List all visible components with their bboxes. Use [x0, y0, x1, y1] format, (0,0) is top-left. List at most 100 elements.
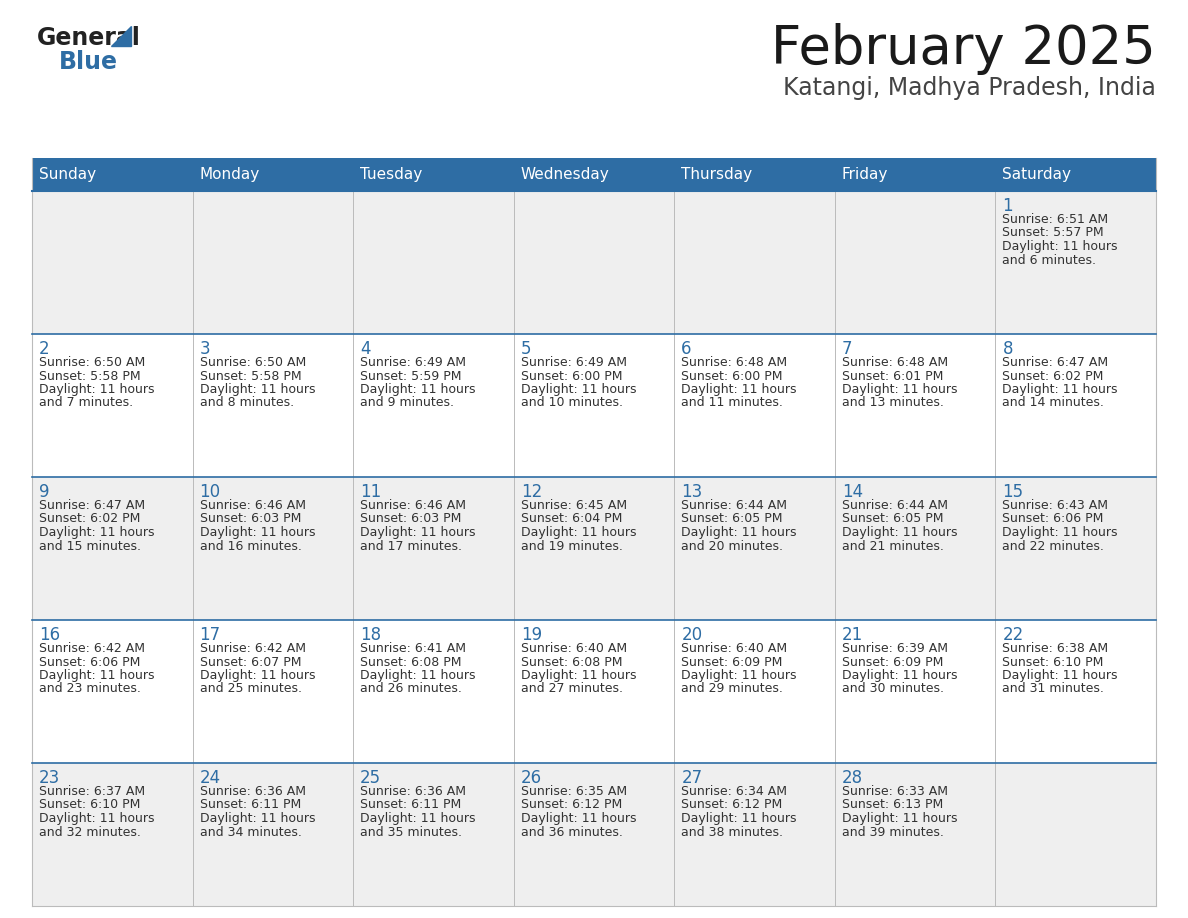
Text: Sunrise: 6:42 AM: Sunrise: 6:42 AM	[39, 642, 145, 655]
Text: Daylight: 11 hours: Daylight: 11 hours	[200, 526, 315, 539]
Text: and 6 minutes.: and 6 minutes.	[1003, 253, 1097, 266]
Text: Sunrise: 6:46 AM: Sunrise: 6:46 AM	[200, 499, 305, 512]
Text: Sunset: 5:57 PM: Sunset: 5:57 PM	[1003, 227, 1104, 240]
Text: Sunset: 6:03 PM: Sunset: 6:03 PM	[360, 512, 461, 525]
Text: 8: 8	[1003, 340, 1013, 358]
Text: Daylight: 11 hours: Daylight: 11 hours	[360, 383, 475, 396]
Text: and 20 minutes.: and 20 minutes.	[681, 540, 783, 553]
Text: Daylight: 11 hours: Daylight: 11 hours	[842, 526, 958, 539]
Text: 14: 14	[842, 483, 862, 501]
Text: Daylight: 11 hours: Daylight: 11 hours	[681, 669, 797, 682]
Text: and 21 minutes.: and 21 minutes.	[842, 540, 943, 553]
Text: Sunrise: 6:50 AM: Sunrise: 6:50 AM	[200, 356, 305, 369]
Text: Daylight: 11 hours: Daylight: 11 hours	[39, 526, 154, 539]
Text: Daylight: 11 hours: Daylight: 11 hours	[520, 526, 637, 539]
Text: Sunrise: 6:42 AM: Sunrise: 6:42 AM	[200, 642, 305, 655]
Text: Sunrise: 6:35 AM: Sunrise: 6:35 AM	[520, 785, 627, 798]
Text: and 8 minutes.: and 8 minutes.	[200, 397, 293, 409]
Text: Sunrise: 6:39 AM: Sunrise: 6:39 AM	[842, 642, 948, 655]
Text: Sunset: 6:09 PM: Sunset: 6:09 PM	[842, 655, 943, 668]
Text: Daylight: 11 hours: Daylight: 11 hours	[39, 383, 154, 396]
Text: Sunrise: 6:40 AM: Sunrise: 6:40 AM	[520, 642, 627, 655]
Text: Sunset: 6:04 PM: Sunset: 6:04 PM	[520, 512, 623, 525]
Text: Sunrise: 6:38 AM: Sunrise: 6:38 AM	[1003, 642, 1108, 655]
Text: Daylight: 11 hours: Daylight: 11 hours	[1003, 240, 1118, 253]
Text: Sunset: 5:58 PM: Sunset: 5:58 PM	[200, 370, 302, 383]
Text: 1: 1	[1003, 197, 1013, 215]
Text: and 19 minutes.: and 19 minutes.	[520, 540, 623, 553]
Text: Sunrise: 6:37 AM: Sunrise: 6:37 AM	[39, 785, 145, 798]
Text: Sunset: 6:08 PM: Sunset: 6:08 PM	[360, 655, 462, 668]
Text: and 22 minutes.: and 22 minutes.	[1003, 540, 1105, 553]
Text: Sunrise: 6:48 AM: Sunrise: 6:48 AM	[681, 356, 788, 369]
Bar	[32, 158, 192, 191]
Text: Sunrise: 6:44 AM: Sunrise: 6:44 AM	[842, 499, 948, 512]
Text: Daylight: 11 hours: Daylight: 11 hours	[842, 812, 958, 825]
Bar	[192, 158, 353, 191]
Text: 9: 9	[39, 483, 50, 501]
Text: Daylight: 11 hours: Daylight: 11 hours	[681, 526, 797, 539]
Text: and 17 minutes.: and 17 minutes.	[360, 540, 462, 553]
Text: and 16 minutes.: and 16 minutes.	[200, 540, 302, 553]
Text: Daylight: 11 hours: Daylight: 11 hours	[39, 812, 154, 825]
Text: 26: 26	[520, 769, 542, 787]
Text: Sunrise: 6:34 AM: Sunrise: 6:34 AM	[681, 785, 788, 798]
Text: Daylight: 11 hours: Daylight: 11 hours	[842, 383, 958, 396]
Bar	[32, 191, 1156, 334]
Text: Sunrise: 6:49 AM: Sunrise: 6:49 AM	[520, 356, 627, 369]
Text: Daylight: 11 hours: Daylight: 11 hours	[681, 383, 797, 396]
Text: and 7 minutes.: and 7 minutes.	[39, 397, 133, 409]
Text: Sunset: 6:00 PM: Sunset: 6:00 PM	[681, 370, 783, 383]
Bar	[32, 334, 1156, 477]
Text: Sunrise: 6:45 AM: Sunrise: 6:45 AM	[520, 499, 627, 512]
Text: 11: 11	[360, 483, 381, 501]
Text: Daylight: 11 hours: Daylight: 11 hours	[1003, 669, 1118, 682]
Text: Sunset: 6:12 PM: Sunset: 6:12 PM	[520, 799, 623, 812]
Text: and 29 minutes.: and 29 minutes.	[681, 682, 783, 696]
Text: 7: 7	[842, 340, 852, 358]
Text: Sunrise: 6:43 AM: Sunrise: 6:43 AM	[1003, 499, 1108, 512]
Text: 17: 17	[200, 626, 221, 644]
Polygon shape	[110, 26, 131, 46]
Text: Sunrise: 6:33 AM: Sunrise: 6:33 AM	[842, 785, 948, 798]
Text: Sunset: 6:00 PM: Sunset: 6:00 PM	[520, 370, 623, 383]
Text: and 14 minutes.: and 14 minutes.	[1003, 397, 1105, 409]
Text: Daylight: 11 hours: Daylight: 11 hours	[520, 383, 637, 396]
Text: Daylight: 11 hours: Daylight: 11 hours	[360, 526, 475, 539]
Text: and 25 minutes.: and 25 minutes.	[200, 682, 302, 696]
Text: Sunrise: 6:41 AM: Sunrise: 6:41 AM	[360, 642, 466, 655]
Text: 2: 2	[39, 340, 50, 358]
Text: Sunset: 6:02 PM: Sunset: 6:02 PM	[1003, 370, 1104, 383]
Bar	[353, 158, 513, 191]
Text: Daylight: 11 hours: Daylight: 11 hours	[200, 383, 315, 396]
Text: Sunset: 6:06 PM: Sunset: 6:06 PM	[39, 655, 140, 668]
Text: 5: 5	[520, 340, 531, 358]
Text: Sunset: 6:10 PM: Sunset: 6:10 PM	[39, 799, 140, 812]
Text: and 26 minutes.: and 26 minutes.	[360, 682, 462, 696]
Text: Sunrise: 6:36 AM: Sunrise: 6:36 AM	[360, 785, 466, 798]
Text: 25: 25	[360, 769, 381, 787]
Text: and 9 minutes.: and 9 minutes.	[360, 397, 454, 409]
Text: and 35 minutes.: and 35 minutes.	[360, 825, 462, 838]
Text: Monday: Monday	[200, 167, 260, 182]
Bar	[513, 158, 675, 191]
Text: Daylight: 11 hours: Daylight: 11 hours	[200, 812, 315, 825]
Text: 23: 23	[39, 769, 61, 787]
Text: February 2025: February 2025	[771, 23, 1156, 75]
Text: Sunset: 6:09 PM: Sunset: 6:09 PM	[681, 655, 783, 668]
Text: Sunset: 6:12 PM: Sunset: 6:12 PM	[681, 799, 783, 812]
Text: and 39 minutes.: and 39 minutes.	[842, 825, 943, 838]
Text: Sunset: 5:58 PM: Sunset: 5:58 PM	[39, 370, 140, 383]
Text: 3: 3	[200, 340, 210, 358]
Text: Katangi, Madhya Pradesh, India: Katangi, Madhya Pradesh, India	[783, 76, 1156, 100]
Text: Sunset: 6:01 PM: Sunset: 6:01 PM	[842, 370, 943, 383]
Text: and 11 minutes.: and 11 minutes.	[681, 397, 783, 409]
Text: 15: 15	[1003, 483, 1024, 501]
Text: Daylight: 11 hours: Daylight: 11 hours	[200, 669, 315, 682]
Text: Daylight: 11 hours: Daylight: 11 hours	[1003, 526, 1118, 539]
Bar	[32, 620, 1156, 763]
Text: Blue: Blue	[59, 50, 118, 74]
Text: Sunset: 6:06 PM: Sunset: 6:06 PM	[1003, 512, 1104, 525]
Text: Sunset: 6:07 PM: Sunset: 6:07 PM	[200, 655, 301, 668]
Bar	[675, 158, 835, 191]
